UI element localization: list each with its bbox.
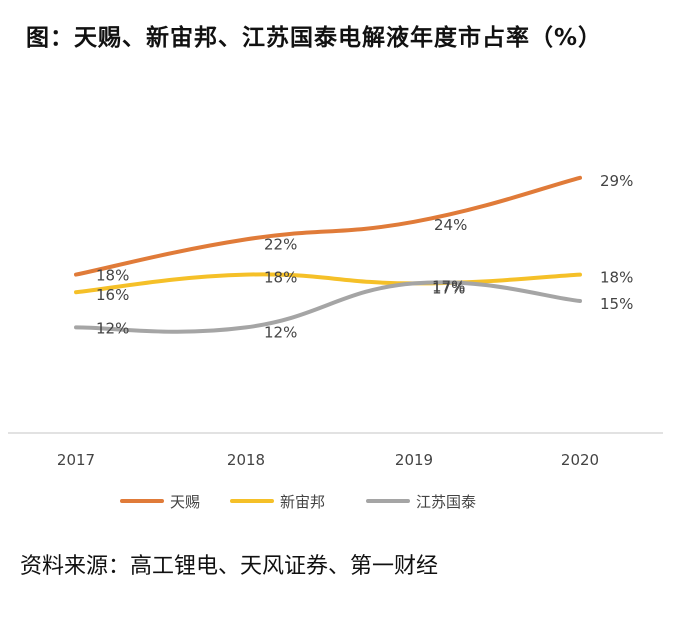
series-line-1 [74, 175, 582, 277]
x-tick-layer: 2017 2018 2019 2020 [57, 451, 599, 469]
data-label-s1-2020: 29% [600, 172, 633, 190]
data-label-s2-2019: 17% [432, 277, 465, 295]
x-tick-label-2019: 2019 [395, 451, 433, 469]
series-line-3 [74, 280, 582, 334]
legend-label-2: 新宙邦 [280, 493, 325, 511]
x-tick-label-2020: 2020 [561, 451, 599, 469]
data-label-s2-2017: 16% [96, 286, 129, 304]
chart-title: 图：天赐、新宙邦、江苏国泰电解液年度市占率（%） [26, 25, 603, 51]
data-label-layer: 18%22%24%29%16%18% 17% 18%12% 12%17%15% [96, 172, 633, 342]
x-tick-label-2018: 2018 [227, 451, 265, 469]
data-label-s2-2020: 18% [600, 269, 633, 287]
series-layer [74, 175, 582, 334]
data-label-s1-2019: 24% [434, 216, 467, 234]
legend-label-3: 江苏国泰 [416, 493, 476, 511]
legend: 天赐 新宙邦 江苏国泰 [120, 493, 476, 511]
data-label-s3-2018: 12% [264, 323, 297, 341]
data-label-s1-2017: 18% [96, 267, 129, 285]
data-label-s3-2019: 17% [432, 279, 465, 297]
data-label-s3-2017: 12% [96, 319, 129, 337]
source-note: 资料来源：高工锂电、天风证券、第一财经 [20, 554, 439, 579]
legend-label-1: 天赐 [170, 493, 200, 511]
data-label-s3-2020: 15% [600, 295, 633, 313]
data-label-s1-2018: 22% [264, 235, 297, 253]
data-label-s2-2018: 18% [264, 269, 297, 287]
series-line-2 [74, 272, 582, 295]
x-tick-label-2017: 2017 [57, 451, 95, 469]
